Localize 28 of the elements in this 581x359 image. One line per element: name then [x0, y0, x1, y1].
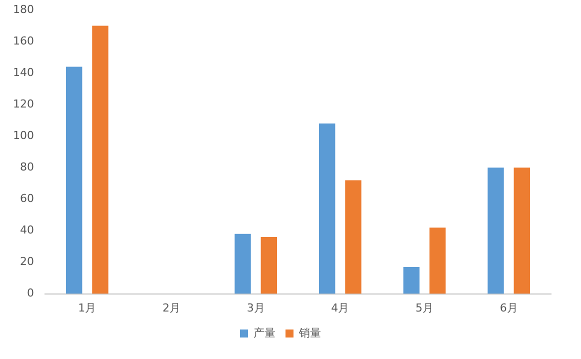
y-tick-label: 40	[20, 224, 34, 237]
y-tick-label: 160	[12, 34, 34, 48]
x-tick-label: 1月	[78, 301, 96, 314]
y-tick-label: 20	[20, 255, 34, 268]
y-tick-label: 60	[20, 192, 34, 206]
legend-label: 销量	[298, 326, 321, 340]
bar	[66, 66, 82, 294]
x-tick-label: 3月	[246, 301, 265, 314]
x-tick-label: 4月	[331, 301, 350, 314]
bar	[514, 168, 530, 294]
bar	[92, 26, 108, 294]
bar	[488, 168, 504, 294]
y-tick-label: 80	[20, 160, 34, 174]
bar	[345, 180, 362, 294]
bar	[234, 234, 251, 294]
y-tick-label: 0	[26, 286, 34, 300]
bar	[260, 237, 278, 294]
bar	[318, 124, 336, 294]
x-tick-label: 2月	[162, 301, 180, 314]
y-tick-label: 100	[12, 128, 34, 142]
y-tick-label: 180	[12, 2, 34, 16]
x-tick-label: 6月	[500, 301, 518, 314]
x-tick-label: 5月	[416, 301, 434, 314]
legend-label: 产量	[254, 326, 276, 340]
y-tick-label: 140	[12, 66, 34, 79]
bar	[429, 228, 446, 294]
y-tick-label: 120	[12, 97, 34, 110]
bar	[403, 266, 420, 294]
